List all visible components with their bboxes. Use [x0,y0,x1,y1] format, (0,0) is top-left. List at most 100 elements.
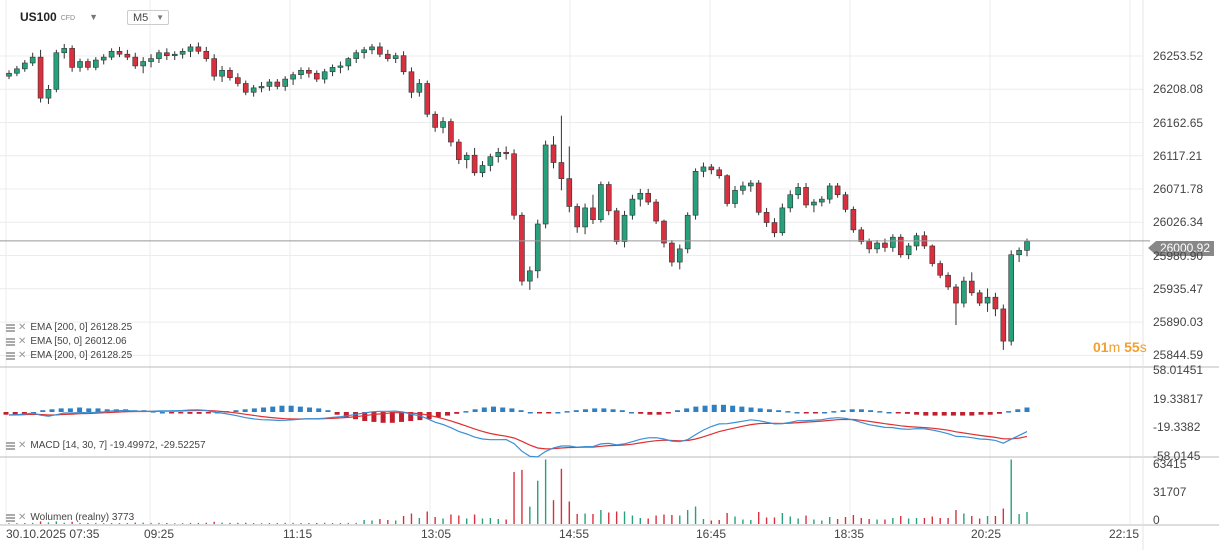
indicator-ema-2[interactable]: ✕ EMA [50, 0] 26012.06 [6,336,127,347]
candle-body [621,214,628,242]
macd-histogram-bar [748,407,754,412]
candle-body [345,58,352,67]
candle-body [787,194,794,209]
symbol-name: US100 [20,10,57,24]
macd-histogram-bar [647,412,653,415]
candle-body [953,286,959,304]
candle-body [195,46,202,52]
timeframe-selector[interactable]: M5 ▼ [127,10,169,25]
candle-body [542,144,549,225]
close-icon[interactable]: ✕ [18,322,27,333]
macd-histogram-bar [49,409,55,413]
macd-histogram-bar [463,411,469,413]
candle-body [1008,254,1015,342]
candle-body [306,70,312,74]
macd-histogram-bar [868,410,874,412]
candle-body [85,61,91,68]
close-icon[interactable]: ✕ [18,512,27,523]
menu-icon[interactable] [6,337,15,346]
macd-histogram-bar [987,412,993,415]
candle-body [219,70,225,77]
chevron-down-icon[interactable]: ▼ [89,12,99,22]
indicator-ema-1[interactable]: ✕ EMA [200, 0] 26128.25 [6,322,132,333]
menu-icon[interactable] [6,513,15,522]
candle-body [708,166,715,171]
y-tick-label: 26253.52 [1153,49,1204,64]
macd-histogram-bar [564,411,570,413]
candle-body [77,61,83,68]
candle-body [69,48,75,68]
macd-histogram-bar [720,404,726,413]
close-icon[interactable]: ✕ [18,440,27,451]
close-icon[interactable]: ✕ [18,350,27,361]
y-tick-label: 31707 [1153,485,1187,499]
indicator-label: Wolumen (realny) 3773 [30,512,135,523]
candle-body [779,207,786,234]
candle-body [961,280,967,304]
menu-icon[interactable] [6,441,15,450]
symbol-selector[interactable]: US100 CFD ▼ [20,8,98,26]
macd-histogram-bar [536,412,542,414]
candle-body [100,56,107,61]
candle-body [266,81,273,87]
candle-body [282,78,289,87]
macd-histogram-bar [288,405,294,412]
macd-histogram-bar [950,412,956,416]
candle-body [874,242,880,250]
candle-body [550,144,557,163]
macd-histogram-bar [435,412,441,418]
candle-body [590,207,596,220]
macd-histogram-bar [592,408,598,412]
chevron-down-icon[interactable]: ▼ [156,13,164,22]
candle-body [132,56,139,67]
indicator-label: MACD [14, 30, 7] -19.49972, -29.52257 [30,440,206,451]
macd-histogram-bar [794,412,800,414]
macd-histogram-bar [445,412,451,416]
macd-histogram-bar [316,408,322,412]
menu-icon[interactable] [6,351,15,360]
candle-body [511,153,517,216]
macd-histogram-bar [159,412,165,414]
menu-icon[interactable] [6,323,15,332]
candle-body [929,245,936,264]
candle-body [882,242,888,248]
y-tick-label: 0 [1153,513,1160,527]
candle-body [408,71,415,93]
macd-histogram-bar [325,410,331,412]
candle-body [164,52,170,56]
macd-histogram-bar [785,411,791,413]
candle-body [29,56,36,64]
candle-body [495,151,502,157]
x-tick-label: 13:05 [421,527,452,541]
macd-histogram-bar [1006,411,1012,413]
indicator-ema-3[interactable]: ✕ EMA [200, 0] 26128.25 [6,350,132,361]
candle-body [724,175,730,204]
close-icon[interactable]: ✕ [18,336,27,347]
y-tick-label: 26117.21 [1153,148,1203,163]
candle-body [771,222,778,234]
macd-histogram-bar [978,412,984,415]
candle-body [842,194,849,210]
candle-body [637,192,644,200]
candle-body [834,185,841,196]
macd-histogram-bar [914,412,920,415]
macd-histogram-bar [187,412,193,414]
macd-histogram-bar [619,410,625,412]
candle-body [242,83,249,93]
candle-body [826,185,833,200]
candle-body [432,113,438,128]
indicator-label: EMA [200, 0] 26128.25 [30,350,133,361]
countdown-seconds: 55 [1124,339,1140,355]
candle-body [227,70,233,78]
macd-histogram-bar [840,410,846,412]
candle-body [890,236,896,248]
candle-body [321,71,328,80]
candle-body [582,207,588,228]
indicator-volume[interactable]: ✕ Wolumen (realny) 3773 [6,512,134,523]
macd-histogram-bar [923,412,929,416]
indicator-macd[interactable]: ✕ MACD [14, 30, 7] -19.49972, -29.52257 [6,440,206,451]
x-tick-label: 09:25 [144,527,175,541]
candle-body [716,169,723,177]
macd-histogram-bar [674,410,680,412]
